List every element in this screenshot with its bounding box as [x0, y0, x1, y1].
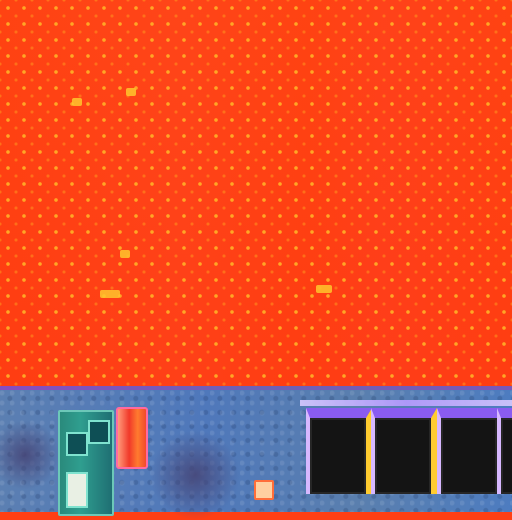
small-square: [254, 480, 274, 500]
speck: [316, 285, 332, 293]
teal-component: [58, 410, 114, 516]
dark-window: [497, 408, 512, 494]
port: [66, 472, 88, 508]
dark-window: [371, 408, 437, 494]
orange-red-surface: [0, 0, 512, 388]
red-component: [116, 407, 148, 469]
speck: [120, 250, 130, 258]
dark-blob: [150, 430, 240, 520]
port: [66, 432, 88, 456]
speck: [100, 290, 120, 298]
speck: [72, 98, 82, 106]
dark-blob: [0, 420, 60, 490]
dark-window: [306, 408, 372, 494]
speck: [126, 88, 136, 96]
dark-window: [437, 408, 503, 494]
port: [88, 420, 110, 444]
window-frame-edge: [300, 400, 512, 406]
